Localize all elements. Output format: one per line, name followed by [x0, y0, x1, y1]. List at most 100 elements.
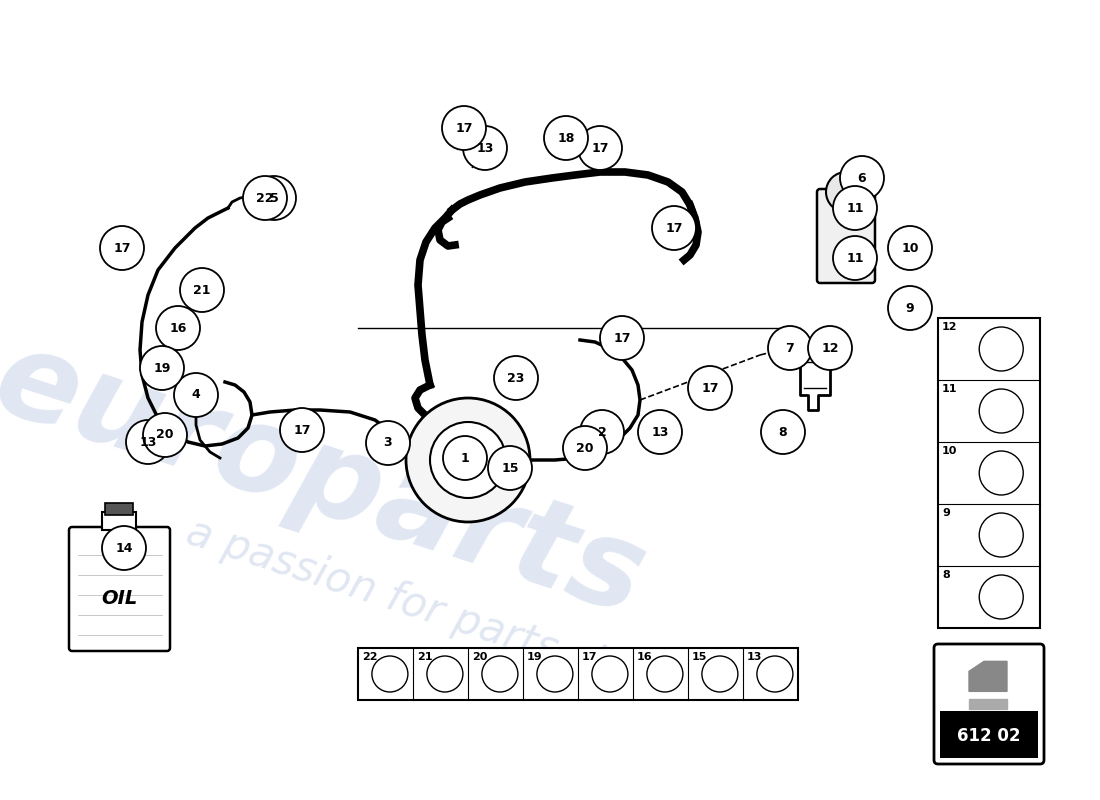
Circle shape: [427, 656, 463, 692]
Circle shape: [494, 356, 538, 400]
FancyBboxPatch shape: [817, 189, 874, 283]
Text: 18: 18: [558, 131, 574, 145]
Text: 15: 15: [502, 462, 519, 474]
Text: 22: 22: [256, 191, 274, 205]
Circle shape: [372, 656, 408, 692]
Circle shape: [442, 106, 486, 150]
Circle shape: [252, 176, 296, 220]
Circle shape: [833, 186, 877, 230]
Circle shape: [592, 656, 628, 692]
Text: 11: 11: [846, 202, 864, 214]
Bar: [940, 711, 1038, 758]
Text: 5: 5: [270, 191, 278, 205]
Text: 13: 13: [651, 426, 669, 438]
Text: 17: 17: [455, 122, 473, 134]
Circle shape: [638, 410, 682, 454]
Circle shape: [578, 126, 621, 170]
Circle shape: [840, 156, 884, 200]
Circle shape: [174, 373, 218, 417]
FancyBboxPatch shape: [934, 644, 1044, 764]
Circle shape: [600, 316, 643, 360]
Circle shape: [537, 656, 573, 692]
Text: 20: 20: [576, 442, 594, 454]
Text: 11: 11: [846, 251, 864, 265]
Circle shape: [450, 442, 486, 478]
Text: 16: 16: [169, 322, 187, 334]
Text: OIL: OIL: [101, 589, 138, 607]
Circle shape: [126, 420, 170, 464]
Text: 7: 7: [785, 342, 794, 354]
Text: 10: 10: [901, 242, 918, 254]
Bar: [938, 318, 1040, 628]
Text: 9: 9: [905, 302, 914, 314]
Text: 17: 17: [702, 382, 718, 394]
Text: 13: 13: [476, 142, 494, 154]
Text: 8: 8: [779, 426, 788, 438]
Circle shape: [156, 306, 200, 350]
Circle shape: [833, 236, 877, 280]
Circle shape: [430, 422, 506, 498]
Circle shape: [488, 446, 532, 490]
Circle shape: [979, 575, 1023, 619]
Text: 21: 21: [194, 283, 211, 297]
Text: 22: 22: [362, 652, 377, 662]
Circle shape: [482, 656, 518, 692]
Circle shape: [143, 413, 187, 457]
Circle shape: [979, 327, 1023, 371]
Circle shape: [979, 389, 1023, 433]
Text: 10: 10: [942, 446, 957, 456]
Polygon shape: [969, 662, 1006, 691]
FancyBboxPatch shape: [69, 527, 170, 651]
Circle shape: [888, 226, 932, 270]
Circle shape: [544, 116, 588, 160]
Circle shape: [366, 421, 410, 465]
Text: 17: 17: [614, 331, 630, 345]
Circle shape: [243, 176, 287, 220]
Circle shape: [280, 408, 324, 452]
Text: 17: 17: [666, 222, 683, 234]
Text: 19: 19: [527, 652, 542, 662]
Circle shape: [757, 656, 793, 692]
Text: 17: 17: [582, 652, 597, 662]
Text: 13: 13: [747, 652, 762, 662]
Circle shape: [100, 226, 144, 270]
Text: 15: 15: [692, 652, 707, 662]
Circle shape: [102, 526, 146, 570]
Circle shape: [702, 656, 738, 692]
Text: 17: 17: [294, 423, 310, 437]
Text: 23: 23: [507, 371, 525, 385]
Circle shape: [979, 451, 1023, 495]
Text: 9: 9: [942, 508, 950, 518]
Text: 12: 12: [942, 322, 957, 332]
Circle shape: [768, 326, 812, 370]
Circle shape: [888, 286, 932, 330]
Bar: [102, 512, 136, 530]
Circle shape: [688, 366, 732, 410]
Bar: [104, 503, 133, 515]
Text: 19: 19: [153, 362, 170, 374]
Text: 13: 13: [140, 435, 156, 449]
Circle shape: [979, 513, 1023, 557]
Circle shape: [647, 656, 683, 692]
Text: 4: 4: [191, 389, 200, 402]
Text: 6: 6: [858, 171, 867, 185]
Bar: [358, 648, 798, 700]
Text: 11: 11: [942, 384, 957, 394]
Text: 20: 20: [472, 652, 487, 662]
Circle shape: [580, 410, 624, 454]
Polygon shape: [969, 699, 1006, 710]
Text: europarts: europarts: [0, 320, 659, 640]
Text: 17: 17: [113, 242, 131, 254]
Text: a passion for parts since: a passion for parts since: [182, 511, 679, 709]
Text: 12: 12: [822, 342, 838, 354]
Circle shape: [761, 410, 805, 454]
Circle shape: [443, 436, 487, 480]
Text: 21: 21: [417, 652, 432, 662]
Text: 3: 3: [384, 437, 393, 450]
Circle shape: [563, 426, 607, 470]
Text: 20: 20: [156, 429, 174, 442]
Circle shape: [140, 346, 184, 390]
Circle shape: [808, 326, 852, 370]
Circle shape: [406, 398, 530, 522]
Text: 2: 2: [597, 426, 606, 438]
